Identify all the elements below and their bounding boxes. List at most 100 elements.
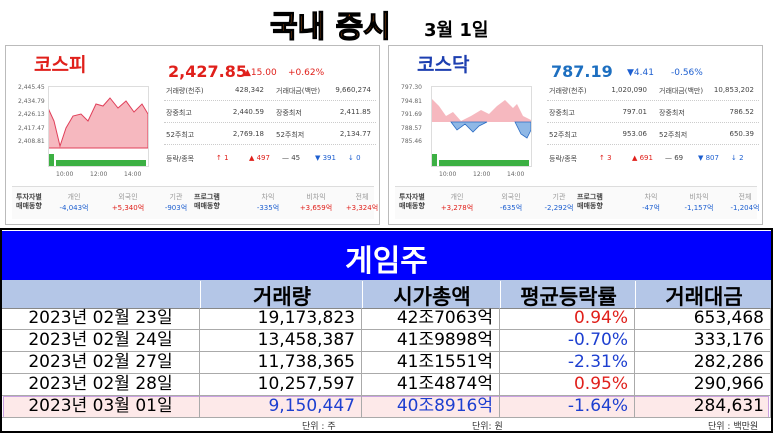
y-tick-label: 788.57 <box>401 124 422 132</box>
stat-value: 650.39 <box>729 130 755 138</box>
x-tick-label: 14:00 <box>124 171 142 178</box>
table-cell: 40조8916억 <box>362 396 500 418</box>
divider <box>547 144 759 145</box>
stat-label: 거래량(천주) <box>166 87 204 95</box>
market-panel: 코스피 2,427.85 ▲15.00 +0.62% 2,445.45 2,434.79 2… <box>5 45 380 225</box>
stat-label: 장중최저 <box>276 109 302 117</box>
investor-name: 전체 <box>738 193 752 201</box>
investor-name: 전체 <box>355 193 369 201</box>
divider <box>164 100 376 101</box>
investor-name: 비차익 <box>306 193 326 201</box>
stat-label: 장중최저 <box>659 109 685 117</box>
y-tick-label: 2,434.79 <box>18 97 45 105</box>
breadth-item: ↓ 0 <box>348 154 361 162</box>
investor-name: 외국인 <box>501 193 521 201</box>
x-tick-label: 10:00 <box>439 171 457 178</box>
breadth-item: ▼ 391 <box>315 154 336 162</box>
breadth-item: ↑ 3 <box>599 154 612 162</box>
x-tick-label: 12:00 <box>473 171 491 178</box>
stat-value: 2,769.18 <box>232 130 264 138</box>
stat-value: 2,440.59 <box>232 108 264 116</box>
table-cell: 13,458,387 <box>200 330 362 352</box>
investor-value: +3,659억 <box>299 204 333 212</box>
investor-value: -635억 <box>499 204 523 212</box>
column-header: 거래량 <box>200 281 363 309</box>
investor-value: +5,340억 <box>111 204 145 212</box>
x-tick-label: 14:00 <box>507 171 525 178</box>
breadth-item: ▲ 497 <box>249 154 270 162</box>
stat-value: 953.06 <box>622 130 648 138</box>
stat-label: 장중최고 <box>166 109 192 117</box>
date-cell: 2023년 02월 27일 <box>2 352 200 374</box>
table-cell: -1.64% <box>500 396 635 418</box>
stat-label: 거래대금(백만) <box>276 87 321 95</box>
date-cell: 2023년 02월 24일 <box>2 330 200 352</box>
unit-label: 단위 : 주 <box>302 422 336 432</box>
stat-label: 장중최고 <box>549 109 575 117</box>
investor-name: 외국인 <box>118 193 138 201</box>
date-cell: 2023년 02월 23일 <box>2 308 200 330</box>
market-name: 코스닥 <box>417 54 470 76</box>
column-header: 거래대금 <box>635 281 772 309</box>
investor-name: 차익 <box>644 193 658 201</box>
table-cell: 284,631 <box>635 396 771 418</box>
page-title: 국내 증시 <box>269 9 391 45</box>
table-cell: -2.31% <box>500 352 635 374</box>
market-price: 787.19 <box>551 62 613 81</box>
market-name: 코스피 <box>34 54 87 76</box>
divider <box>164 122 376 123</box>
breadth-item: ↓ 2 <box>731 154 744 162</box>
header-cell <box>2 280 771 309</box>
market-rate: +0.62% <box>288 68 325 78</box>
sparkline <box>431 86 532 167</box>
investor-name: 개인 <box>67 193 81 201</box>
divider <box>547 100 759 101</box>
investor-box <box>12 186 374 219</box>
table-cell: 41조9898억 <box>362 330 500 352</box>
group-label: 프로그램 매매동향 <box>194 193 220 210</box>
stat-value: 9,660,274 <box>335 86 371 94</box>
sparkline-frame <box>48 86 149 167</box>
stat-value: 786.52 <box>729 108 755 116</box>
table-cell: 653,468 <box>635 308 771 330</box>
stock-table: 거래량 시가총액 평균등락률 거래대금 2023년 02월 23일 19,173,823 4… <box>2 280 772 432</box>
breadth-item: ▲ 691 <box>632 154 653 162</box>
stat-value: 2,134.77 <box>339 130 371 138</box>
y-tick-label: 2,417.47 <box>18 124 45 132</box>
investor-value: +3,278억 <box>440 204 474 212</box>
stat-label: 거래대금(백만) <box>659 87 704 95</box>
table-cell: 0.94% <box>500 308 635 330</box>
table-cell: 9,150,447 <box>200 396 362 418</box>
market-price: 2,427.85 <box>168 62 247 81</box>
investor-box <box>395 186 757 219</box>
date-cell: 2023년 03월 01일 <box>2 396 200 418</box>
stat-value: 1,020,090 <box>611 86 647 94</box>
table-cell: 41조1551억 <box>362 352 500 374</box>
breadth-item: ▼ 807 <box>698 154 719 162</box>
investor-name: 비차익 <box>689 193 709 201</box>
group-label: 프로그램 매매동향 <box>577 193 603 210</box>
group-label: 투자자별 매매동향 <box>16 193 42 210</box>
table-cell: 11,738,365 <box>200 352 362 374</box>
column-header: 평균등락률 <box>500 281 636 309</box>
group-label: 투자자별 매매동향 <box>399 193 425 210</box>
investor-name: 기관 <box>169 193 183 201</box>
investor-value: -1,157억 <box>684 204 714 212</box>
table-cell: 19,173,823 <box>200 308 362 330</box>
investor-value: -2,292억 <box>544 204 574 212</box>
x-tick-label: 10:00 <box>56 171 74 178</box>
investor-name: 기관 <box>552 193 566 201</box>
stat-value: 10,853,202 <box>713 86 754 94</box>
investor-name: 개인 <box>450 193 464 201</box>
table-cell: -0.70% <box>500 330 635 352</box>
investor-value: -1,204억 <box>730 204 760 212</box>
stat-value: 797.01 <box>622 108 648 116</box>
breadth-item: — 69 <box>665 154 684 162</box>
table-cell: 10,257,597 <box>200 374 362 396</box>
breadth-item: — 45 <box>282 154 301 162</box>
breadth-item: ↑ 1 <box>216 154 229 162</box>
divider <box>547 122 759 123</box>
y-tick-label: 2,408.81 <box>18 138 45 145</box>
section-header <box>2 231 771 280</box>
